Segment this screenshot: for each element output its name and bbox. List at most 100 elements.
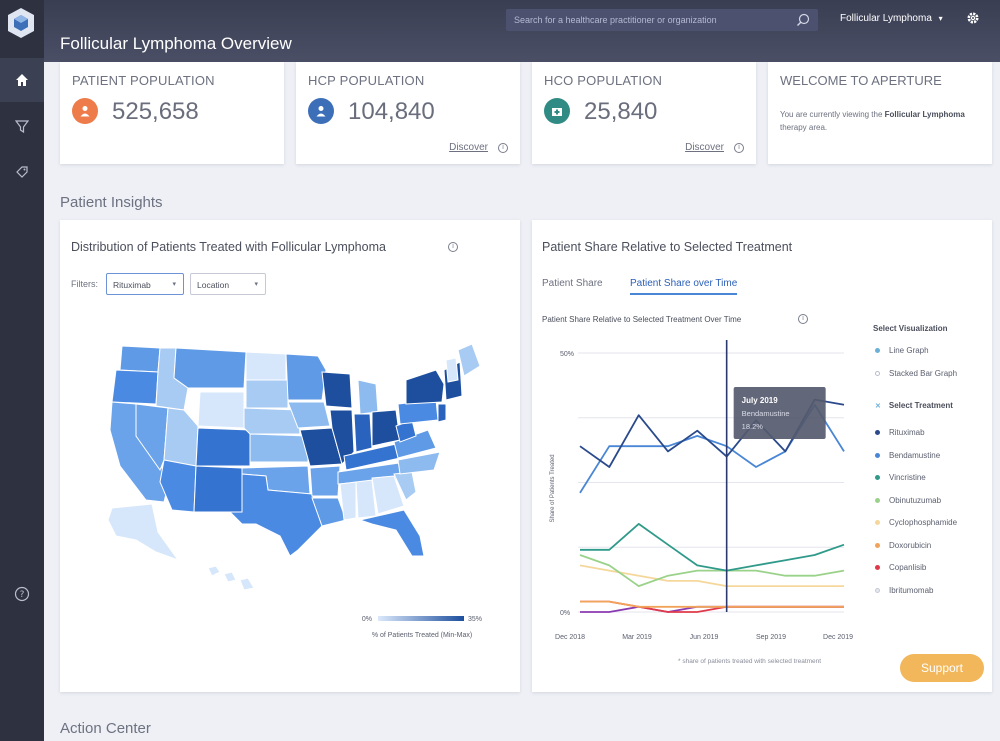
sidebar-item-tags[interactable]	[0, 150, 44, 194]
map-state-mississippi[interactable]	[339, 481, 357, 521]
viz-option-stacked-bar[interactable]: Stacked Bar Graph	[875, 369, 957, 378]
patient-share-line-chart[interactable]: 50% 0% Share of Patients Treated Dec 2018 Ma…	[532, 220, 992, 692]
series-line-vincristine[interactable]	[580, 522, 845, 572]
home-icon	[16, 74, 28, 86]
map-state-florida[interactable]	[358, 509, 425, 557]
legend-color-swatch	[875, 565, 880, 570]
x-tick-label: Dec 2018	[555, 634, 585, 641]
search-bar[interactable]	[506, 9, 818, 31]
hcp-population-value: 104,840	[348, 98, 435, 125]
treatment-legend-item[interactable]: Rituximab	[875, 428, 925, 437]
map-state-arizona[interactable]	[159, 459, 197, 513]
hcp-icon	[308, 98, 334, 124]
map-state-wisconsin[interactable]	[321, 371, 353, 409]
hco-discover-link[interactable]: Discover	[685, 142, 724, 153]
map-state-hawaii[interactable]	[207, 565, 255, 591]
hco-info-icon[interactable]: i	[734, 143, 744, 153]
tooltip-value: 18.2%	[742, 422, 764, 431]
gear-icon[interactable]	[966, 11, 980, 25]
select-treatment-label: Select Treatment	[888, 401, 953, 410]
therapy-area-select[interactable]: Follicular Lymphoma ▾	[840, 13, 943, 24]
map-state-montana[interactable]	[173, 347, 247, 389]
location-filter-dropdown[interactable]: Location ▾	[190, 273, 266, 295]
map-state-new-jersey[interactable]	[437, 403, 447, 423]
legend-label: Rituximab	[889, 428, 925, 437]
map-state-ohio[interactable]	[371, 409, 401, 447]
map-scale-bar	[378, 616, 464, 621]
legend-label: Bendamustine	[889, 450, 941, 460]
viz-option-line-graph[interactable]: Line Graph	[875, 346, 929, 355]
map-state-washington[interactable]	[119, 345, 161, 373]
map-state-kansas[interactable]	[249, 433, 309, 463]
treatment-legend-item[interactable]: Cyclophosphamide	[875, 518, 957, 527]
map-state-utah[interactable]	[163, 407, 199, 467]
map-state-michigan[interactable]	[357, 379, 379, 415]
hco-population-label: HCO POPULATION	[544, 73, 663, 88]
map-state-texas[interactable]	[228, 473, 323, 557]
series-line-doxorubicin[interactable]	[580, 600, 844, 608]
sidebar-item-help[interactable]: ?	[0, 572, 44, 616]
series-line-obinutuzumab[interactable]	[579, 554, 845, 588]
viz-option-label: Line Graph	[889, 346, 929, 355]
map-info-icon[interactable]: i	[448, 242, 458, 252]
support-button[interactable]: Support	[900, 654, 984, 682]
chart-footnote: * share of patients treated with selecte…	[678, 658, 822, 665]
chart-info-icon[interactable]: i	[798, 314, 808, 324]
therapy-area-value: Follicular Lymphoma	[840, 13, 932, 24]
map-state-nebraska[interactable]	[243, 407, 301, 435]
map-state-oregon[interactable]	[111, 369, 159, 405]
filters-label: Filters:	[71, 279, 98, 289]
patient-share-panel: Patient Share Relative to Selected Treat…	[532, 220, 992, 692]
map-state-south-dakota[interactable]	[245, 379, 289, 409]
map-state-north-carolina[interactable]	[397, 451, 441, 475]
chevron-down-icon: ▾	[938, 14, 943, 23]
map-state-new-york[interactable]	[405, 369, 445, 405]
map-state-nevada[interactable]	[135, 403, 169, 472]
legend-label: Obinutuzumab	[889, 495, 942, 505]
map-state-minnesota[interactable]	[285, 353, 327, 401]
hco-population-card: HCO POPULATION 25,840 Discover i	[532, 62, 756, 164]
sidebar-item-home[interactable]	[0, 58, 44, 102]
treatment-legend-item[interactable]: Bendamustine	[875, 451, 940, 460]
legend-color-swatch	[875, 475, 880, 480]
map-panel-title: Distribution of Patients Treated with Fo…	[71, 240, 386, 254]
tab-patient-share-over-time[interactable]: Patient Share over Time	[630, 278, 738, 295]
patient-population-label: PATIENT POPULATION	[72, 73, 215, 88]
us-choropleth-map[interactable]: 0% 35% % of Patients Treated (Min-Max)	[60, 220, 520, 692]
welcome-text: You are currently viewing the Follicular…	[780, 108, 980, 134]
legend-color-swatch	[875, 497, 880, 503]
map-state-wyoming[interactable]	[197, 391, 245, 429]
search-icon[interactable]	[796, 13, 810, 27]
series-line-cyclophosphamide[interactable]	[579, 564, 844, 588]
map-state-arkansas[interactable]	[309, 465, 341, 497]
map-state-iowa[interactable]	[287, 401, 331, 429]
map-state-kentucky[interactable]	[343, 443, 401, 471]
sidebar-item-filter[interactable]	[0, 104, 44, 148]
map-state-vermont[interactable]	[445, 357, 459, 383]
map-state-maine[interactable]	[457, 343, 481, 377]
hcp-discover-link[interactable]: Discover	[449, 142, 488, 153]
x-tick-label: Sep 2019	[756, 634, 786, 641]
map-state-colorado[interactable]	[195, 427, 251, 467]
treatment-legend-item[interactable]: Vincristine	[875, 473, 926, 482]
hcp-population-card: HCP POPULATION 104,840 Discover i	[296, 62, 520, 164]
hcp-info-icon[interactable]: i	[498, 143, 508, 153]
tab-patient-share[interactable]: Patient Share	[542, 278, 603, 289]
treatment-legend-item[interactable]: Copanlisib	[875, 563, 926, 572]
map-state-north-dakota[interactable]	[245, 351, 287, 381]
aperture-logo[interactable]	[6, 6, 36, 40]
select-treatment-heading: ✕ Select Treatment	[875, 401, 953, 410]
map-state-alaska[interactable]	[107, 503, 180, 562]
map-state-indiana[interactable]	[353, 413, 373, 453]
chevron-down-icon: ▾	[254, 281, 258, 288]
y-tick-label: 0%	[560, 610, 570, 617]
search-input[interactable]	[514, 9, 784, 31]
page-title: Follicular Lymphoma Overview	[60, 34, 292, 53]
map-state-georgia[interactable]	[371, 475, 405, 515]
treatment-legend-item[interactable]: Doxorubicin	[875, 541, 931, 550]
map-state-virginia[interactable]	[393, 429, 437, 459]
treatment-legend-item[interactable]: Ibritumomab	[875, 586, 933, 595]
map-state-new-mexico[interactable]	[193, 465, 243, 513]
treatment-legend-item[interactable]: Obinutuzumab	[875, 496, 941, 505]
treatment-filter-dropdown[interactable]: Rituximab ▾	[106, 273, 184, 295]
